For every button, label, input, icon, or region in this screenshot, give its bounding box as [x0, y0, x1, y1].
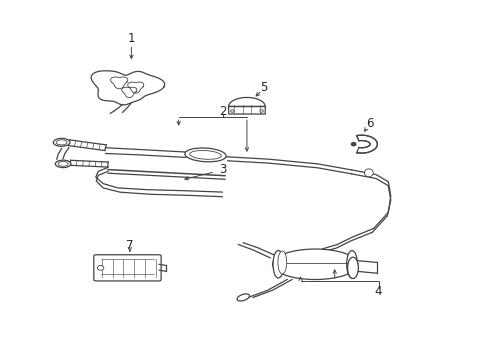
Ellipse shape — [364, 169, 372, 177]
Text: 6: 6 — [366, 117, 373, 130]
Polygon shape — [91, 71, 164, 105]
Polygon shape — [228, 98, 264, 114]
Text: 5: 5 — [260, 81, 267, 94]
Ellipse shape — [58, 161, 68, 166]
Ellipse shape — [56, 140, 67, 145]
Ellipse shape — [97, 266, 103, 270]
Ellipse shape — [184, 148, 225, 162]
Text: 1: 1 — [127, 32, 135, 45]
Ellipse shape — [351, 143, 355, 146]
FancyBboxPatch shape — [94, 255, 161, 281]
Text: 2: 2 — [218, 105, 226, 118]
Ellipse shape — [189, 150, 221, 159]
Ellipse shape — [272, 251, 283, 278]
Text: 4: 4 — [374, 285, 382, 298]
Ellipse shape — [55, 160, 71, 168]
Polygon shape — [356, 135, 377, 153]
Text: 3: 3 — [219, 163, 226, 176]
Ellipse shape — [237, 294, 249, 301]
Ellipse shape — [53, 138, 70, 146]
Ellipse shape — [230, 110, 234, 112]
Ellipse shape — [272, 249, 357, 279]
Text: 7: 7 — [126, 239, 133, 252]
Ellipse shape — [347, 257, 358, 279]
Ellipse shape — [259, 110, 263, 112]
Ellipse shape — [277, 251, 286, 274]
Ellipse shape — [346, 251, 357, 278]
